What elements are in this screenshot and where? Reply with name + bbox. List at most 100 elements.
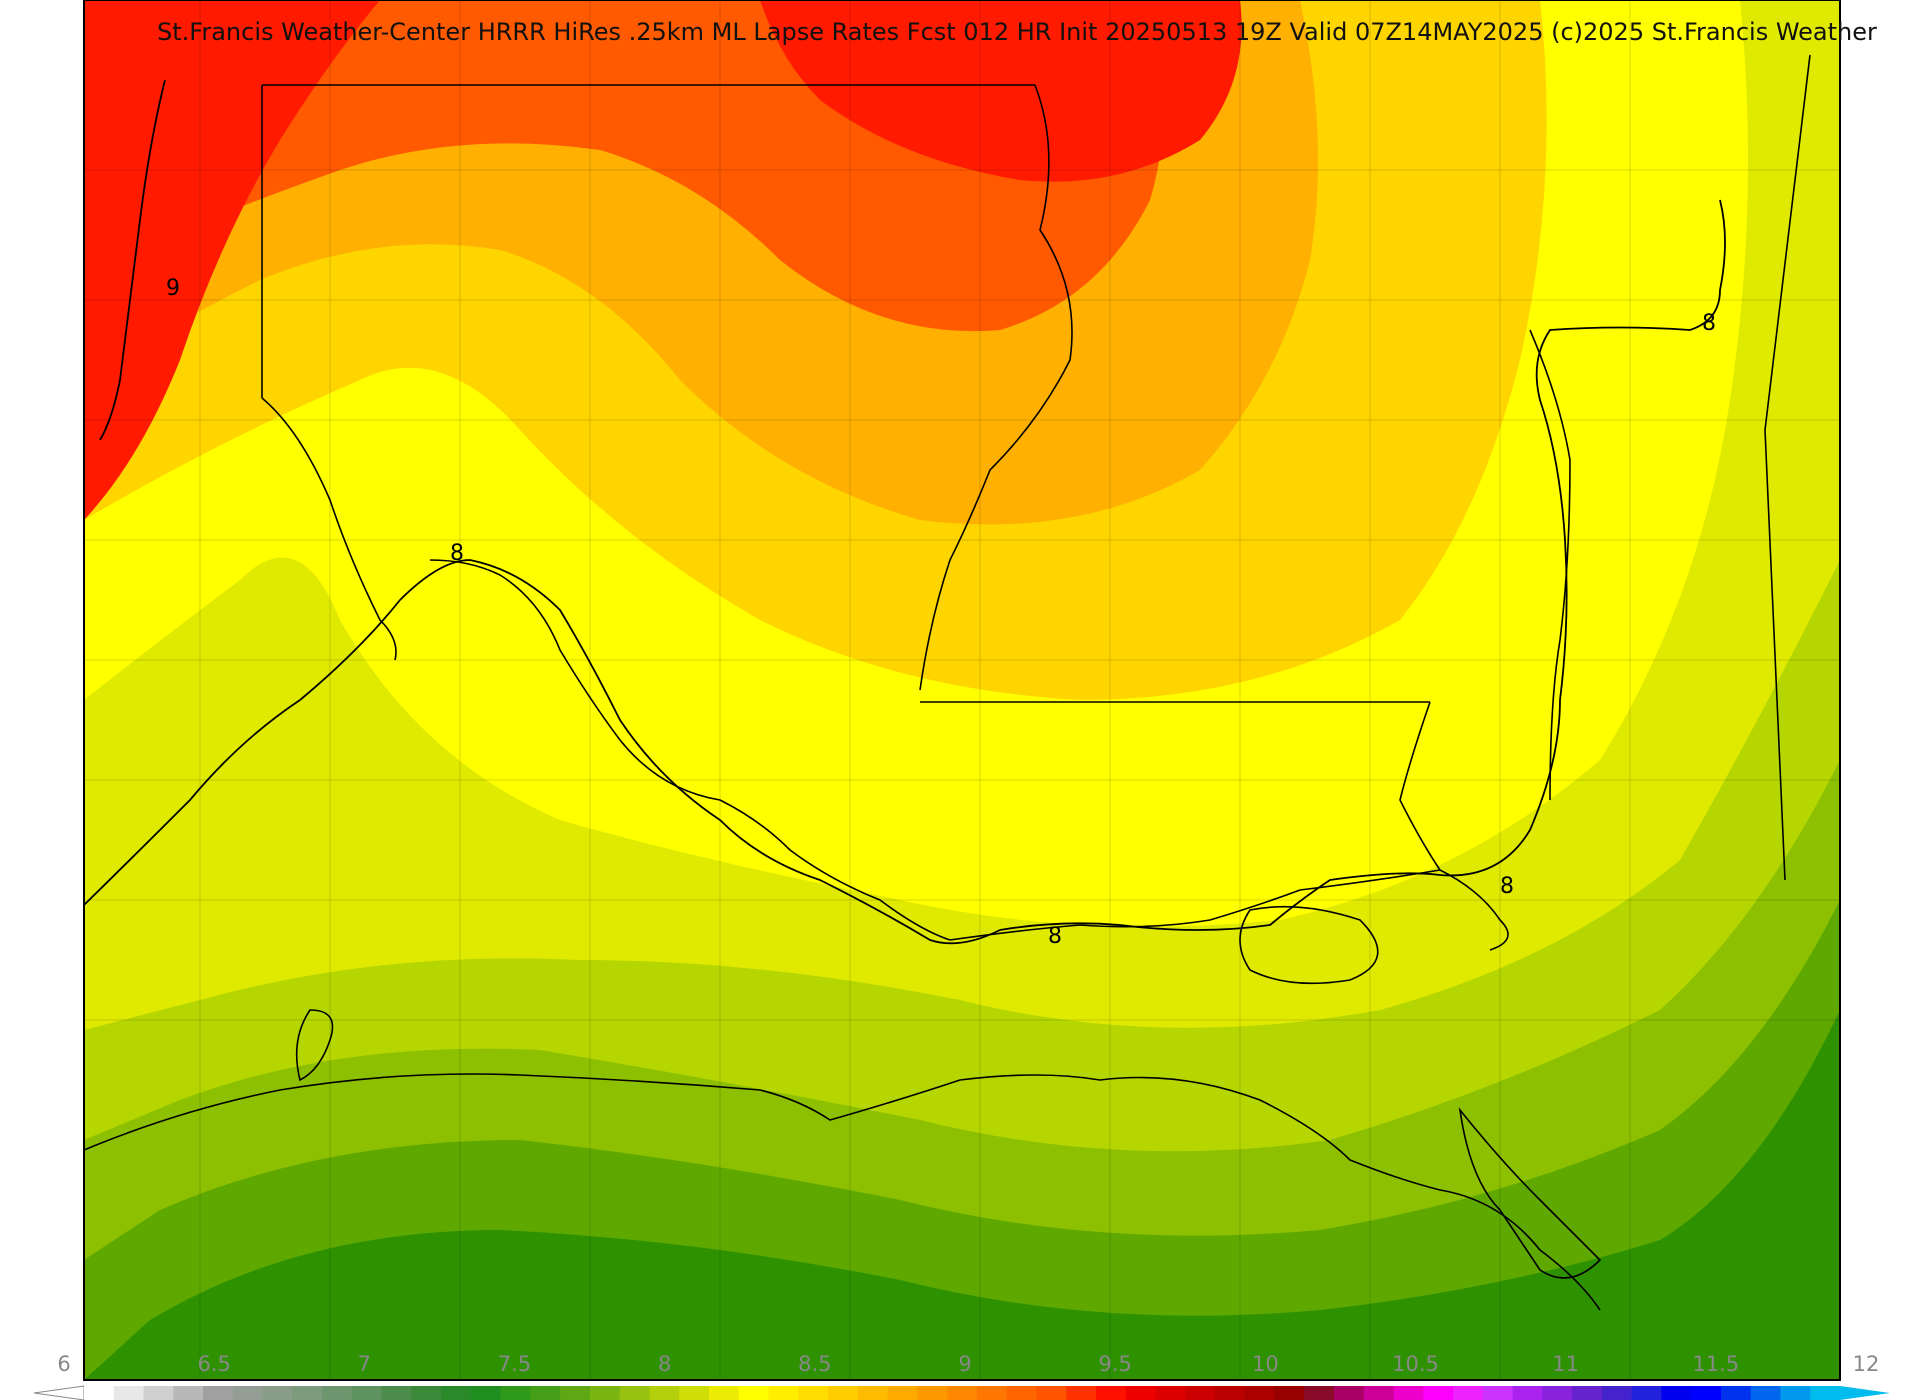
colorbar-tick-label: 12: [1853, 1352, 1880, 1376]
arkansas-west-border: [919, 84, 1073, 691]
colorbar-swatch: [203, 1386, 234, 1400]
colorbar-swatch: [1750, 1386, 1781, 1400]
colorbar-swatch: [1125, 1386, 1156, 1400]
colorbar-swatch: [84, 1386, 115, 1400]
colorbar-swatch: [1214, 1386, 1246, 1400]
colorbar: 6 6.5 7 7.5 8 8.5 9 9.5 10 10.5 11 11.5 12: [33, 1352, 1890, 1400]
colorbar-swatch: [798, 1386, 829, 1400]
colorbar-swatch: [1810, 1386, 1841, 1400]
mississippi-river: [1399, 701, 1509, 951]
colorbar-swatch: [1482, 1386, 1514, 1400]
colorbar-swatch: [1512, 1386, 1543, 1400]
state-boundaries: [83, 54, 1811, 1311]
colorbar-tick-label: 9.5: [1098, 1352, 1131, 1376]
louisiana-south-border: [949, 869, 1441, 941]
map-title: St.Francis Weather-Center HRRR HiRes .25…: [157, 18, 1877, 46]
colorbar-swatch: [1185, 1386, 1216, 1400]
colorbar-swatch: [1155, 1386, 1186, 1400]
contour-label-8: 8: [450, 541, 464, 566]
colorbar-swatch: [828, 1386, 859, 1400]
colorbar-swatch: [113, 1386, 145, 1400]
lake-pontchartrain: [1239, 905, 1379, 985]
colorbar-swatch: [1334, 1386, 1365, 1400]
colorbar-swatch: [917, 1386, 948, 1400]
colorbar-swatch: [589, 1386, 621, 1400]
colorbar-swatch: [1542, 1386, 1573, 1400]
colorbar-swatch: [1393, 1386, 1424, 1400]
contour-lines: [83, 79, 1726, 945]
colorbar-swatch: [1274, 1386, 1305, 1400]
colorbar-swatch: [560, 1386, 591, 1400]
colorbar-swatch: [1095, 1386, 1127, 1400]
colorbar-swatch: [381, 1386, 412, 1400]
colorbar-swatch: [1304, 1386, 1335, 1400]
contour-8: [83, 199, 1726, 945]
colorbar-swatch: [232, 1386, 264, 1400]
county-lines: [84, 0, 1840, 1380]
colorbar-swatch: [679, 1386, 710, 1400]
colorbar-tick-label: 6: [57, 1352, 70, 1376]
colorbar-swatch: [1691, 1386, 1722, 1400]
colorbar-swatch: [411, 1386, 442, 1400]
contour-label-8: 8: [1500, 874, 1514, 899]
colorbar-swatch: [1572, 1386, 1603, 1400]
colorbar-tick-label: 8: [658, 1352, 671, 1376]
colorbar-swatch: [1066, 1386, 1097, 1400]
colorbar-swatch: [1661, 1386, 1692, 1400]
mississippi-delta: [1458, 1107, 1602, 1279]
colorbar-swatch: [709, 1386, 740, 1400]
colorbar-swatch: [1423, 1386, 1454, 1400]
colorbar-swatch: [619, 1386, 650, 1400]
colorbar-swatch: [1006, 1386, 1037, 1400]
colorbar-swatch: [1601, 1386, 1633, 1400]
colorbar-tick-label: 10: [1252, 1352, 1279, 1376]
contour-label-9: 9: [166, 276, 180, 301]
colorbar-swatch: [143, 1386, 174, 1400]
colorbar-swatch: [887, 1386, 918, 1400]
colorbar-swatch: [292, 1386, 323, 1400]
contour-9: [99, 79, 166, 441]
colorbar-swatch: [1631, 1386, 1662, 1400]
contour-label-8: 8: [1702, 311, 1716, 336]
colorbar-swatch: [1363, 1386, 1395, 1400]
colorbar-swatch: [1036, 1386, 1067, 1400]
lapse-rate-field: [84, 0, 1840, 1380]
colorbar-tick-label: 10.5: [1392, 1352, 1439, 1376]
colorbar-tick-label: 6.5: [197, 1352, 230, 1376]
colorbar-swatch: [857, 1386, 889, 1400]
texas-louisiana-border: [429, 559, 951, 941]
colorbar-swatch: [173, 1386, 204, 1400]
colorbar-swatch: [976, 1386, 1008, 1400]
band-red-north: [760, 0, 1242, 182]
colorbar-max-arrow: [1840, 1386, 1890, 1400]
colorbar-tick-label: 11.5: [1692, 1352, 1739, 1376]
colorbar-swatch: [530, 1386, 561, 1400]
mississippi-east-border: [1529, 329, 1571, 801]
gulf-coast: [83, 1073, 1601, 1311]
colorbar-swatch: [500, 1386, 531, 1400]
colorbar-tick-label: 7: [358, 1352, 371, 1376]
colorbar-tick-label: 7.5: [498, 1352, 531, 1376]
colorbar-swatch: [441, 1386, 472, 1400]
colorbar-swatch: [947, 1386, 978, 1400]
colorbar-swatch: [768, 1386, 799, 1400]
colorbar-swatch: [649, 1386, 680, 1400]
band-red: [84, 0, 380, 520]
alabama-border: [1764, 54, 1811, 881]
colorbar-swatch: [738, 1386, 770, 1400]
colorbar-swatch: [262, 1386, 293, 1400]
colorbar-swatch: [1720, 1386, 1752, 1400]
colorbar-swatch: [470, 1386, 502, 1400]
colorbar-tick-label: 9: [958, 1352, 971, 1376]
colorbar-swatch: [351, 1386, 383, 1400]
contour-label-8: 8: [1048, 924, 1062, 949]
colorbar-tick-label: 8.5: [798, 1352, 831, 1376]
galveston-bay: [295, 1009, 334, 1082]
colorbar-swatch: [322, 1386, 353, 1400]
colorbar-swatch: [1780, 1386, 1811, 1400]
colorbar-swatch: [1244, 1386, 1276, 1400]
colorbar-tick-label: 11: [1552, 1352, 1579, 1376]
contour-labels: 9 8 8 8 8: [166, 276, 1716, 949]
red-river-border: [261, 397, 397, 661]
